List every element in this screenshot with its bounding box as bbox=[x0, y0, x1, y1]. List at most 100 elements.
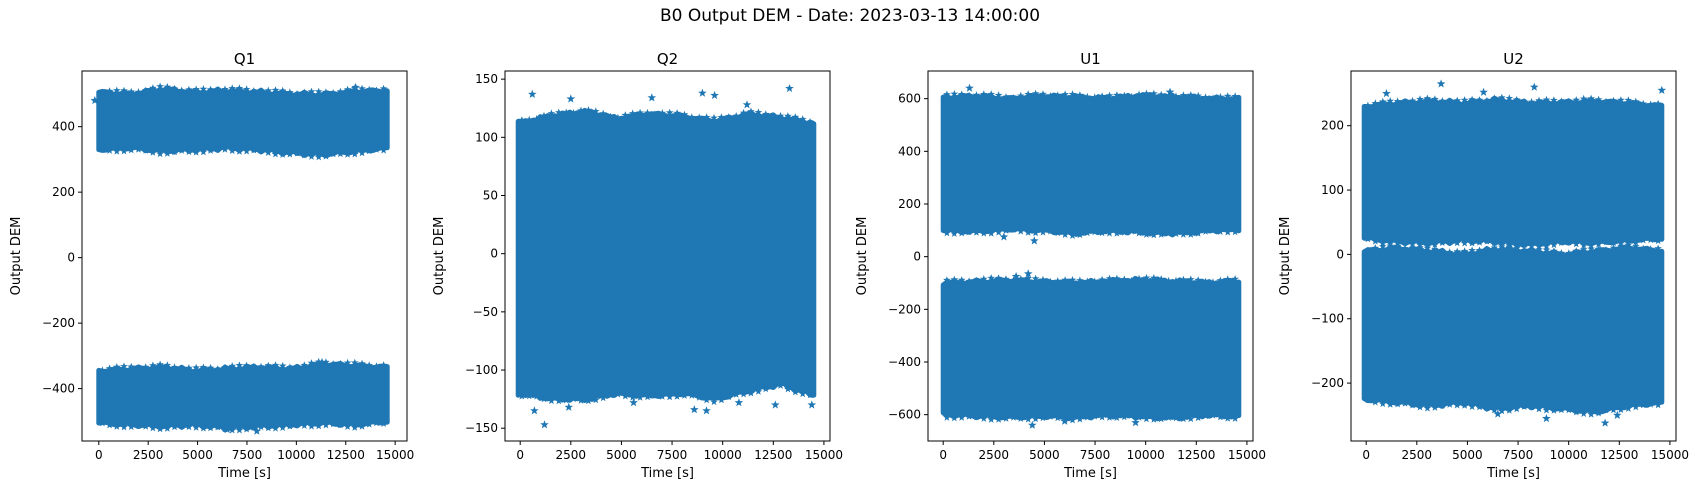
scatter-point bbox=[1617, 96, 1625, 104]
scatter-point bbox=[343, 85, 352, 93]
scatter-point bbox=[1131, 418, 1140, 427]
scatter-point bbox=[1617, 242, 1625, 250]
scatter-point bbox=[1031, 274, 1040, 282]
scatter-point bbox=[577, 106, 585, 114]
scatter-point bbox=[1445, 400, 1454, 408]
scatter-point bbox=[105, 87, 114, 95]
scatter-point bbox=[1632, 238, 1640, 246]
scatter-point bbox=[688, 113, 696, 121]
scatter-point bbox=[1600, 418, 1610, 427]
scatter-point bbox=[754, 108, 763, 116]
scatter-point bbox=[1386, 400, 1394, 408]
scatter-band bbox=[96, 360, 390, 433]
scatter-point bbox=[739, 108, 748, 117]
scatter-point bbox=[965, 91, 973, 99]
y-axis-label: Output DEM bbox=[855, 217, 870, 296]
scatter-point bbox=[1068, 90, 1077, 98]
scatter-point bbox=[1431, 245, 1439, 253]
x-tick-label: 7500 bbox=[657, 448, 688, 462]
scatter-point bbox=[1624, 404, 1633, 412]
scatter-band bbox=[515, 107, 817, 403]
scatter-point bbox=[1061, 230, 1069, 238]
scatter-point bbox=[235, 361, 244, 369]
scatter-point bbox=[1187, 230, 1195, 238]
scatter-point bbox=[1401, 399, 1409, 407]
scatter-point bbox=[185, 422, 193, 431]
scatter-point bbox=[206, 146, 215, 154]
scatter-point bbox=[351, 423, 359, 431]
scatter-point bbox=[307, 422, 316, 430]
scatter-point bbox=[105, 364, 114, 372]
scatter-point bbox=[1483, 403, 1491, 411]
scatter-point bbox=[680, 110, 689, 118]
scatter-point bbox=[1179, 91, 1188, 99]
scatter-point bbox=[1194, 413, 1202, 422]
scatter-point bbox=[336, 87, 345, 95]
scatter-point bbox=[540, 420, 549, 429]
scatter-point bbox=[1076, 91, 1084, 99]
scatter-point bbox=[1654, 236, 1662, 245]
scatter-point bbox=[1393, 97, 1402, 105]
scatter-point bbox=[980, 275, 988, 283]
scatter-point bbox=[1364, 396, 1372, 404]
scatter-point bbox=[1053, 228, 1062, 237]
scatter-point bbox=[1483, 237, 1491, 245]
scatter-point bbox=[336, 359, 345, 367]
scatter-point bbox=[695, 393, 703, 401]
x-tick-label: 0 bbox=[939, 448, 947, 462]
scatter-point bbox=[286, 363, 294, 371]
y-axis-label: Output DEM bbox=[9, 217, 24, 296]
scatter-point bbox=[762, 110, 770, 118]
scatter-point bbox=[372, 86, 381, 94]
scatter-point bbox=[1438, 238, 1447, 246]
scatter-point bbox=[739, 390, 748, 398]
scatter-point bbox=[771, 400, 780, 409]
scatter-point bbox=[372, 145, 381, 153]
scatter-point bbox=[379, 84, 388, 92]
scatter-point bbox=[1231, 92, 1239, 100]
scatter-point bbox=[614, 390, 622, 398]
scatter-point bbox=[1090, 93, 1099, 101]
scatter-point bbox=[1028, 420, 1037, 429]
scatter-point bbox=[1105, 413, 1114, 421]
scatter-point bbox=[1594, 409, 1603, 417]
scatter-point bbox=[314, 422, 323, 430]
scatter-point bbox=[569, 109, 578, 117]
scatter-point bbox=[1572, 408, 1581, 416]
scatter-point bbox=[1076, 415, 1084, 423]
scatter-point bbox=[185, 147, 193, 156]
scatter-point bbox=[1646, 245, 1655, 253]
scatter-point bbox=[614, 113, 622, 121]
scatter-point bbox=[242, 147, 251, 155]
scatter-point bbox=[1046, 412, 1055, 420]
scatter-point bbox=[278, 86, 287, 95]
scatter-point bbox=[120, 86, 128, 94]
y-tick-label: 100 bbox=[1321, 183, 1344, 197]
scatter-point bbox=[199, 363, 208, 371]
scatter-point bbox=[1438, 247, 1447, 255]
scatter-point bbox=[1483, 96, 1491, 104]
scatter-point bbox=[149, 424, 157, 432]
scatter-point bbox=[1157, 414, 1165, 423]
scatter-point bbox=[343, 358, 352, 367]
scatter-point bbox=[365, 85, 373, 94]
scatter-point bbox=[113, 363, 121, 371]
scatter-point bbox=[329, 420, 337, 428]
scatter-point bbox=[1098, 228, 1106, 237]
scatter-point bbox=[769, 381, 777, 389]
y-tick-label: 150 bbox=[475, 72, 498, 86]
scatter-point bbox=[336, 421, 345, 429]
scatter-point bbox=[1512, 95, 1521, 104]
scatter-point bbox=[1624, 96, 1633, 104]
scatter-point bbox=[1479, 87, 1488, 96]
scatter-point bbox=[584, 397, 593, 405]
scatter-point bbox=[1460, 401, 1469, 409]
scatter-point bbox=[1090, 412, 1099, 420]
scatter-point bbox=[665, 393, 674, 401]
scatter-point bbox=[185, 85, 193, 93]
scatter-band bbox=[940, 92, 1242, 238]
scatter-point bbox=[156, 425, 164, 433]
scatter-point bbox=[702, 406, 711, 415]
x-axis-label: Time [s] bbox=[217, 466, 271, 481]
scatter-point bbox=[1164, 413, 1173, 421]
